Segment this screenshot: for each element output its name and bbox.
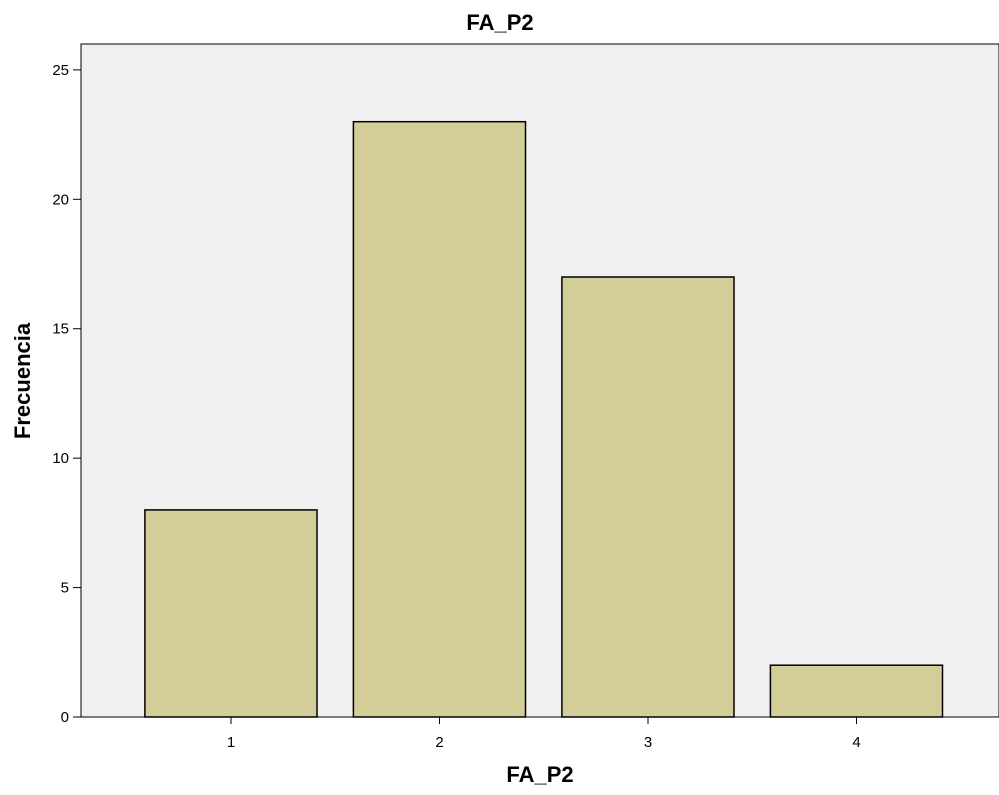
x-axis-label: FA_P2 [506, 762, 573, 787]
y-tick-label-15: 15 [52, 321, 69, 338]
x-tick-label-2: 2 [435, 734, 443, 751]
y-tick-label-5: 5 [61, 580, 69, 597]
bar-1 [144, 509, 318, 718]
x-tick-label-3: 3 [644, 734, 652, 751]
y-axis-label: Frecuencia [10, 322, 35, 439]
chart-title: FA_P2 [466, 10, 533, 35]
bar-3 [561, 276, 735, 718]
y-tick-label-25: 25 [52, 62, 69, 79]
y-tick-label-10: 10 [52, 450, 69, 467]
x-tick-label-1: 1 [227, 734, 235, 751]
bar-4 [769, 664, 944, 718]
y-tick-label-0: 0 [61, 709, 69, 726]
x-tick-label-4: 4 [852, 734, 860, 751]
y-axis: 0 5 10 15 20 25 [52, 62, 81, 726]
bar-2 [352, 120, 527, 718]
y-tick-label-20: 20 [52, 191, 69, 208]
x-axis: 1 2 3 4 [227, 717, 861, 751]
